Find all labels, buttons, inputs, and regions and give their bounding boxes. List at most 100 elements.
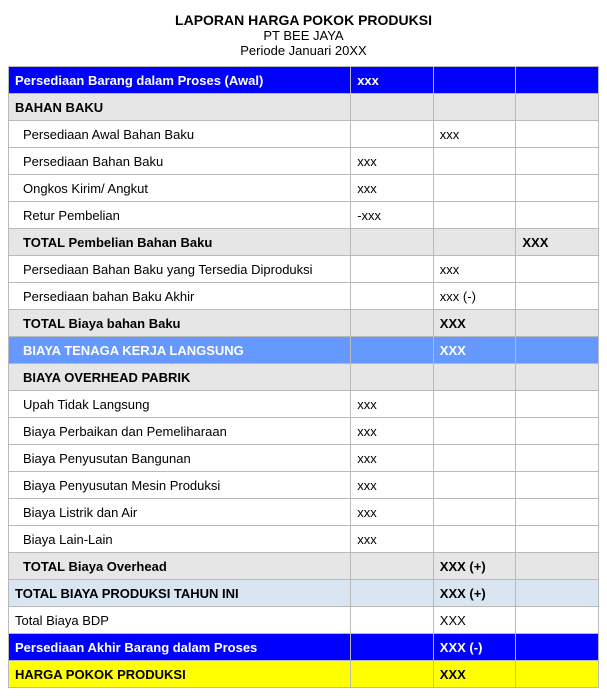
cell-v2: XXX <box>433 337 516 364</box>
hpp-table: Persediaan Barang dalam Proses (Awal)xxx… <box>8 66 599 688</box>
cell-v2: xxx <box>433 256 516 283</box>
table-row: Upah Tidak Langsungxxx <box>9 391 599 418</box>
cell-desc: TOTAL Pembelian Bahan Baku <box>9 229 351 256</box>
cell-v1 <box>351 310 434 337</box>
cell-v2 <box>433 499 516 526</box>
table-row: TOTAL BIAYA PRODUKSI TAHUN INIXXX (+) <box>9 580 599 607</box>
cell-desc: BIAYA TENAGA KERJA LANGSUNG <box>9 337 351 364</box>
table-row: Persediaan Awal Bahan Baku xxx <box>9 121 599 148</box>
table-row: Biaya Perbaikan dan Pemeliharaanxxx <box>9 418 599 445</box>
cell-v2 <box>433 67 516 94</box>
cell-desc: Retur Pembelian <box>9 202 351 229</box>
cell-desc: Biaya Perbaikan dan Pemeliharaan <box>9 418 351 445</box>
cell-desc: Persediaan Awal Bahan Baku <box>9 121 351 148</box>
cell-v1 <box>351 256 434 283</box>
cell-v3 <box>516 445 599 472</box>
cell-v3 <box>516 310 599 337</box>
cell-v1 <box>351 337 434 364</box>
table-row: Persediaan Barang dalam Proses (Awal)xxx <box>9 67 599 94</box>
cell-v3 <box>516 256 599 283</box>
cell-v2 <box>433 418 516 445</box>
cell-v1 <box>351 634 434 661</box>
report-period: Periode Januari 20XX <box>8 43 599 58</box>
cell-v1 <box>351 553 434 580</box>
cell-v2: XXX (+) <box>433 553 516 580</box>
cell-v2 <box>433 364 516 391</box>
cell-desc: Persediaan Bahan Baku yang Tersedia Dipr… <box>9 256 351 283</box>
cell-v1: xxx <box>351 526 434 553</box>
cell-v1 <box>351 364 434 391</box>
cell-v3 <box>516 526 599 553</box>
cell-v1 <box>351 661 434 688</box>
table-row: TOTAL Biaya Overhead XXX (+) <box>9 553 599 580</box>
cell-desc: HARGA POKOK PRODUKSI <box>9 661 351 688</box>
cell-v1: xxx <box>351 472 434 499</box>
cell-v3 <box>516 553 599 580</box>
cell-desc: BIAYA OVERHEAD PABRIK <box>9 364 351 391</box>
cell-v1: xxx <box>351 445 434 472</box>
cell-desc: TOTAL BIAYA PRODUKSI TAHUN INI <box>9 580 351 607</box>
cell-desc: Ongkos Kirim/ Angkut <box>9 175 351 202</box>
cell-v3 <box>516 283 599 310</box>
cell-v3 <box>516 418 599 445</box>
table-row: HARGA POKOK PRODUKSI XXX <box>9 661 599 688</box>
cell-desc: Upah Tidak Langsung <box>9 391 351 418</box>
cell-v2: XXX (-) <box>433 634 516 661</box>
cell-v1: xxx <box>351 499 434 526</box>
cell-v1 <box>351 607 434 634</box>
cell-v2 <box>433 175 516 202</box>
cell-v2 <box>433 526 516 553</box>
cell-v3 <box>516 661 599 688</box>
cell-v3 <box>516 580 599 607</box>
cell-v1 <box>351 580 434 607</box>
cell-desc: Persediaan Bahan Baku <box>9 148 351 175</box>
table-row: Biaya Penyusutan Mesin Produksixxx <box>9 472 599 499</box>
cell-v3 <box>516 499 599 526</box>
cell-v3 <box>516 607 599 634</box>
cell-v1: xxx <box>351 391 434 418</box>
table-row: Biaya Penyusutan Bangunanxxx <box>9 445 599 472</box>
cell-desc: Biaya Penyusutan Mesin Produksi <box>9 472 351 499</box>
cell-v1 <box>351 283 434 310</box>
cell-v1: xxx <box>351 148 434 175</box>
table-row: Biaya Listrik dan Airxxx <box>9 499 599 526</box>
cell-v2 <box>433 391 516 418</box>
cell-desc: Persediaan Barang dalam Proses (Awal) <box>9 67 351 94</box>
table-row: BIAYA TENAGA KERJA LANGSUNG XXX <box>9 337 599 364</box>
cell-v3 <box>516 148 599 175</box>
cell-desc: Persediaan Akhir Barang dalam Proses <box>9 634 351 661</box>
cell-v3 <box>516 337 599 364</box>
cell-v2: XXX <box>433 607 516 634</box>
cell-v1 <box>351 94 434 121</box>
cell-v2: xxx <box>433 121 516 148</box>
cell-v3: XXX <box>516 229 599 256</box>
cell-v2: XXX <box>433 661 516 688</box>
cell-desc: Biaya Listrik dan Air <box>9 499 351 526</box>
cell-v3 <box>516 67 599 94</box>
cell-v2 <box>433 472 516 499</box>
cell-v1: xxx <box>351 175 434 202</box>
cell-v3 <box>516 634 599 661</box>
cell-v3 <box>516 391 599 418</box>
table-row: Persediaan Akhir Barang dalam Proses XXX … <box>9 634 599 661</box>
cell-v2: XXX <box>433 310 516 337</box>
cell-v2 <box>433 148 516 175</box>
cell-v2 <box>433 445 516 472</box>
cell-v1: -xxx <box>351 202 434 229</box>
cell-desc: BAHAN BAKU <box>9 94 351 121</box>
table-row: TOTAL Pembelian Bahan Baku XXX <box>9 229 599 256</box>
table-row: Persediaan Bahan Baku yang Tersedia Dipr… <box>9 256 599 283</box>
table-row: BAHAN BAKU <box>9 94 599 121</box>
table-row: Persediaan bahan Baku Akhirxxx (-) <box>9 283 599 310</box>
cell-v3 <box>516 94 599 121</box>
cell-desc: TOTAL Biaya Overhead <box>9 553 351 580</box>
cell-v3 <box>516 175 599 202</box>
cell-v2 <box>433 94 516 121</box>
cell-desc: Total Biaya BDP <box>9 607 351 634</box>
report-company: PT BEE JAYA <box>8 28 599 43</box>
cell-v2 <box>433 229 516 256</box>
cell-v3 <box>516 472 599 499</box>
cell-v3 <box>516 364 599 391</box>
cell-v1 <box>351 229 434 256</box>
cell-v2: xxx (-) <box>433 283 516 310</box>
